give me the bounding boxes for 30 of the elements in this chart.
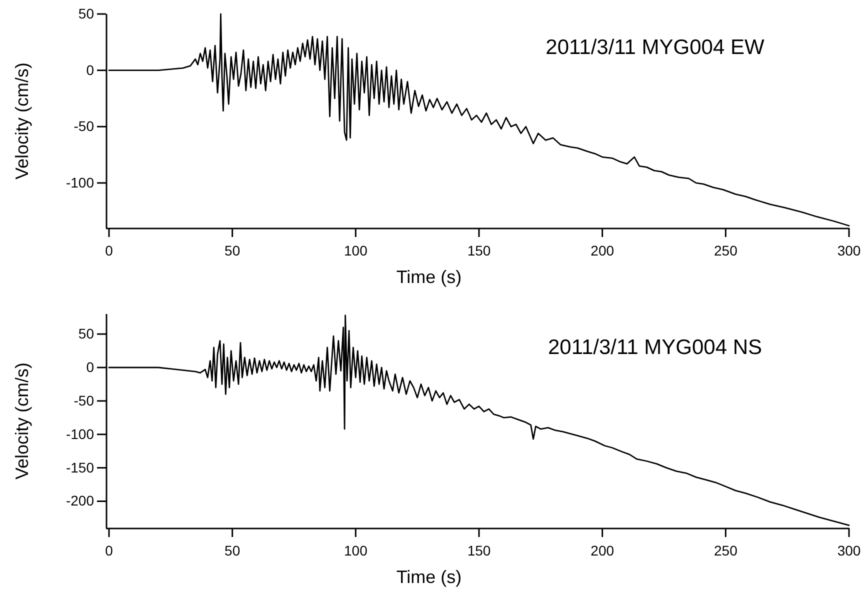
- y-tick-label: -50: [74, 392, 94, 408]
- y-tick-label: 0: [86, 62, 94, 78]
- x-tick-label: 250: [714, 242, 738, 258]
- x-tick-label: 50: [224, 542, 240, 558]
- x-tick-label: 0: [105, 542, 114, 558]
- y-tick-label: 50: [78, 326, 94, 342]
- x-axis-title: Time (s): [396, 267, 462, 287]
- y-tick-label: -200: [66, 492, 94, 509]
- y-axis-title: Velocity (cm/s): [12, 62, 32, 180]
- y-tick-label: -50: [74, 118, 94, 134]
- x-tick-label: 200: [590, 542, 614, 558]
- x-tick-label: 150: [467, 542, 491, 558]
- x-tick-label: 50: [224, 242, 240, 258]
- y-axis-title: Velocity (cm/s): [12, 362, 32, 480]
- y-tick-label: -150: [66, 459, 94, 476]
- x-axis-title: Time (s): [396, 567, 462, 587]
- y-tick-label: -100: [66, 174, 94, 190]
- x-tick-label: 100: [344, 242, 368, 258]
- x-tick-label: 100: [344, 542, 368, 558]
- x-tick-label: 150: [467, 242, 491, 258]
- x-tick-label: 200: [590, 242, 614, 258]
- x-tick-label: 300: [837, 542, 861, 558]
- y-tick-label: -100: [66, 426, 94, 442]
- y-tick-label: 50: [78, 5, 94, 22]
- x-tick-label: 0: [105, 242, 114, 258]
- x-tick-label: 250: [714, 542, 738, 558]
- text: 2011/3/11 MYG004 EW: [546, 36, 765, 59]
- x-tick-label: 300: [837, 242, 861, 258]
- y-tick-label: 0: [86, 358, 94, 375]
- text: 2011/3/11 MYG004 NS: [548, 336, 762, 359]
